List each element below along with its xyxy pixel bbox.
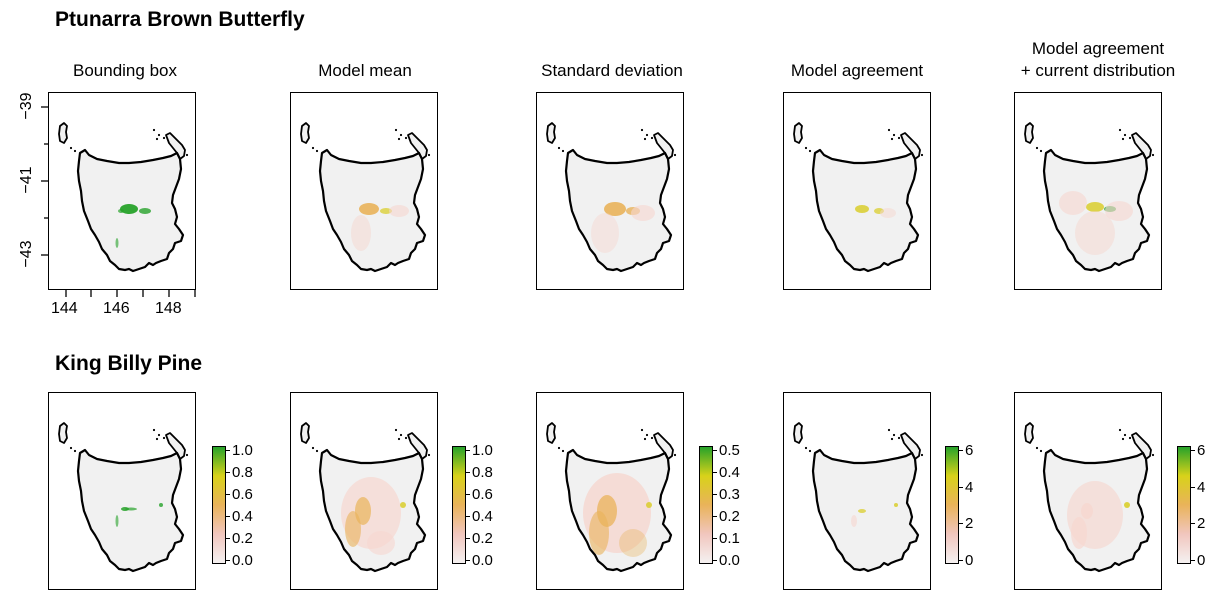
legend-colorbar: [452, 446, 466, 564]
legend-tickmark: [226, 560, 230, 561]
legend-colorbar: [699, 446, 713, 564]
legend-tick-label: 0.8: [472, 464, 493, 481]
legend-tickmark: [1191, 450, 1195, 451]
map-pine-model-mean: [290, 392, 438, 590]
legend-tickmark: [713, 494, 717, 495]
lon-tick-146: 146: [103, 300, 130, 317]
legend-tick-label: 0.3: [719, 486, 740, 503]
legend-tickmark: [713, 450, 717, 451]
legend-tickmark: [713, 560, 717, 561]
legend-tick-label: 0.6: [232, 486, 253, 503]
legend-tick-label: 0.6: [472, 486, 493, 503]
legend-tick-label: 1.0: [472, 442, 493, 459]
legend-tick-label: 0.8: [232, 464, 253, 481]
legend-tickmark: [1191, 560, 1195, 561]
legend-tick-label: 0.2: [719, 508, 740, 525]
legend-tick-label: 0.0: [232, 552, 253, 569]
map-shape: [1024, 122, 1155, 273]
legend-tickmark: [1191, 523, 1195, 525]
lat-tick-43: −43: [18, 240, 35, 268]
legend-tickmark: [959, 523, 963, 525]
legend-tick-label: 0.4: [232, 508, 253, 525]
lon-tick-144: 144: [51, 300, 78, 317]
legend-tickmark: [226, 516, 230, 517]
legend-tick-label: 0.5: [719, 442, 740, 459]
map-shape: [300, 422, 431, 573]
legend-tickmark: [226, 494, 230, 495]
legend-tickmark: [226, 538, 230, 539]
legend-tickmark: [959, 560, 963, 561]
legend-tickmark: [1191, 486, 1195, 488]
lon-tick-148: 148: [155, 300, 182, 317]
legend-tick-label: 0.2: [232, 530, 253, 547]
lat-tick-41: −41: [18, 166, 35, 194]
map-pine-model-agreement: [783, 392, 931, 590]
map-pine-standard-deviation: [536, 392, 684, 590]
legend-tick-label: 0.2: [472, 530, 493, 547]
map-shape: [793, 422, 924, 573]
legend-tick-label: 0.4: [719, 464, 740, 481]
legend-tickmark: [713, 516, 717, 517]
legend-tickmark: [466, 472, 470, 473]
legend-tickmark: [713, 472, 717, 473]
legend-tickmark: [959, 486, 963, 488]
legend-tickmark: [959, 450, 963, 451]
legend-colorbar: [1177, 446, 1191, 564]
map-shape: [58, 422, 189, 573]
map-pine-bounding-box: [48, 392, 196, 590]
legend-tickmark: [713, 538, 717, 539]
legend-tick-label: 0: [1197, 552, 1206, 569]
map-butterfly-agreement-current: [1014, 92, 1162, 290]
map-butterfly-model-agreement: [783, 92, 931, 290]
map-pine-agreement-current: [1014, 392, 1162, 590]
column-title-bounding-box: Bounding box: [73, 61, 177, 80]
legend-tick-label: 6: [965, 442, 974, 459]
legend-colorbar: [945, 446, 959, 564]
legend-tick-label: 2: [1197, 515, 1206, 533]
column-title-model-agreement-current: Model agreement + current distribution: [1020, 39, 1176, 80]
lat-tick-39: −39: [18, 92, 35, 120]
map-butterfly-standard-deviation: [536, 92, 684, 290]
map-shape: [1024, 422, 1155, 573]
legend-tick-label: 0.1: [719, 530, 740, 547]
legend-tickmark: [226, 472, 230, 473]
map-butterfly-model-mean: [290, 92, 438, 290]
column-title-model-mean: Model mean: [318, 61, 412, 80]
legend-tickmark: [466, 494, 470, 495]
section-title-king-billy-pine: King Billy Pine: [55, 352, 203, 375]
map-shape: [793, 122, 924, 273]
legend-tickmark: [466, 450, 470, 451]
legend-tickmark: [466, 538, 470, 539]
legend-tick-label: 1.0: [232, 442, 253, 459]
legend-tick-label: 0.0: [719, 552, 740, 569]
map-shape: [546, 122, 677, 273]
legend-tick-label: 0.4: [472, 508, 493, 525]
legend-tickmark: [466, 560, 470, 561]
legend-tick-label: 0: [965, 552, 974, 569]
column-title-standard-deviation: Standard deviation: [541, 61, 683, 80]
legend-tickmark: [226, 450, 230, 451]
map-butterfly-bounding-box: [48, 92, 196, 290]
map-shape: [58, 122, 189, 273]
column-title-model-agreement: Model agreement: [790, 61, 924, 80]
legend-colorbar: [212, 446, 226, 564]
section-title-butterfly: Ptunarra Brown Butterfly: [55, 8, 305, 31]
legend-tick-label: 0.0: [472, 552, 493, 569]
legend-tick-label: 6: [1197, 442, 1206, 459]
legend-tickmark: [466, 516, 470, 517]
legend-tick-label: 4: [965, 478, 974, 496]
legend-tick-label: 2: [965, 515, 974, 533]
map-shape: [300, 122, 431, 273]
legend-tick-label: 4: [1197, 478, 1206, 496]
map-shape: [546, 422, 677, 573]
